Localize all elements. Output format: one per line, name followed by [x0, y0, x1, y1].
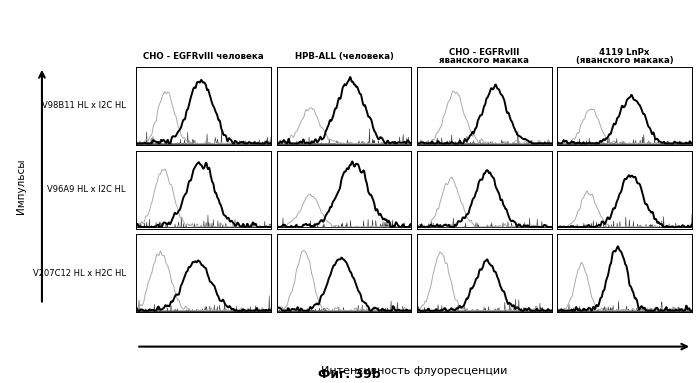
- Text: CHO - EGFRvIII человека: CHO - EGFRvIII человека: [143, 52, 264, 61]
- Text: HPB-ALL (человека): HPB-ALL (человека): [294, 52, 394, 61]
- Text: (яванского макака): (яванского макака): [576, 56, 673, 65]
- Text: 4119 LnPx: 4119 LnPx: [600, 49, 650, 57]
- Text: Фиг. 39b: Фиг. 39b: [318, 368, 381, 381]
- Text: Интенсивность флуоресценции: Интенсивность флуоресценции: [321, 366, 507, 376]
- Text: CHO - EGFRvIII: CHO - EGFRvIII: [449, 49, 519, 57]
- Text: Импульсы: Импульсы: [16, 158, 26, 213]
- Text: яванского макака: яванского макака: [440, 56, 529, 65]
- Text: V98B11 HL x I2C HL: V98B11 HL x I2C HL: [42, 101, 126, 110]
- Text: V207C12 HL x H2C HL: V207C12 HL x H2C HL: [33, 269, 126, 278]
- Text: V96A9 HL x I2C HL: V96A9 HL x I2C HL: [48, 185, 126, 194]
